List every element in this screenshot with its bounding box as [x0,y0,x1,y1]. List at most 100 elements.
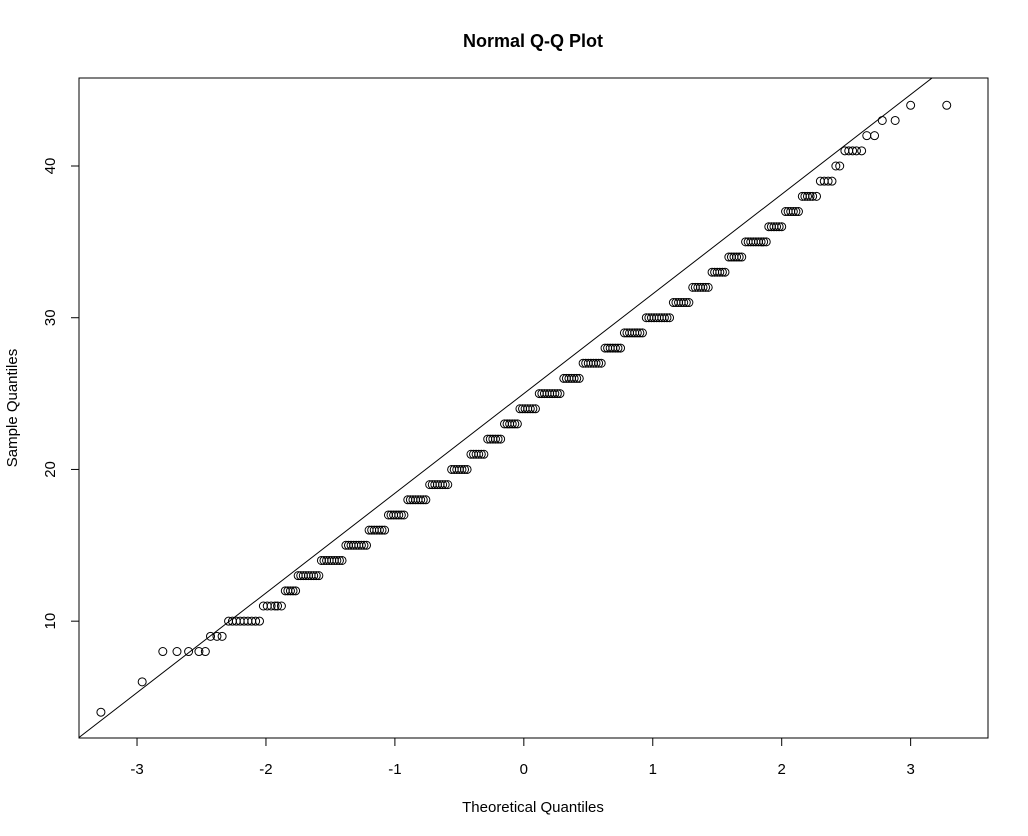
data-point [137,677,147,687]
data-point [359,540,369,550]
data-point [737,252,747,262]
data-point [835,161,845,171]
data-point [698,282,708,292]
data-point [525,404,535,414]
data-point [200,647,210,657]
data-point [777,222,787,232]
data-point [877,115,887,125]
data-point [732,252,742,262]
data-point [808,191,818,201]
x-tick-label: -3 [130,761,143,778]
data-point [720,267,730,277]
data-point [311,571,321,581]
data-point [659,313,669,323]
data-point [851,146,861,156]
data-point [457,464,467,474]
data-point [332,555,342,565]
data-point [805,191,815,201]
data-point [715,267,725,277]
data-point [362,540,372,550]
data-point [462,464,472,474]
data-point [530,404,540,414]
data-point [788,207,798,217]
data-point [285,586,295,596]
data-point [734,252,744,262]
y-tick-label: 10 [42,613,59,630]
data-point [288,586,298,596]
x-tick-label: -1 [388,761,401,778]
data-point [507,419,517,429]
data-point [337,555,347,565]
data-point [421,495,431,505]
y-tick-label: 20 [42,461,59,478]
data-point [493,434,503,444]
data-point [251,616,261,626]
data-point [831,161,841,171]
data-point [812,191,822,201]
data-point [96,707,106,717]
data-point [610,343,620,353]
data-point [613,343,623,353]
data-point [550,389,560,399]
x-axis: -3 -2 -1 0 1 2 3 [130,738,915,778]
data-point [443,480,453,490]
data-point [756,237,766,247]
data-point [255,616,265,626]
data-point [266,601,276,611]
data-point [862,131,872,141]
data-point [184,647,194,657]
data-point [684,298,694,308]
data-point [394,510,404,520]
data-point [793,207,803,217]
data-point [857,146,867,156]
data-point [217,631,227,641]
data-point [701,282,711,292]
data-point [552,389,562,399]
reference-line [79,78,933,738]
data-point [679,298,689,308]
data-point [759,237,769,247]
data-point [616,343,626,353]
data-point [890,115,900,125]
x-tick-label: 2 [778,761,786,778]
data-point [418,495,428,505]
data-point [717,267,727,277]
data-point [942,100,952,110]
data-point [572,373,582,383]
data-point [396,510,406,520]
data-point [596,358,606,368]
data-point [276,601,286,611]
data-point [377,525,387,535]
data-point [273,601,283,611]
data-point [774,222,784,232]
data-point [791,207,801,217]
data-point [476,449,486,459]
data-point [474,449,484,459]
data-point [703,282,713,292]
plot-frame [78,77,989,739]
data-point [665,313,675,323]
data-point [172,647,182,657]
data-point [212,631,222,641]
data-point [314,571,324,581]
data-point [374,525,384,535]
data-point [823,176,833,186]
y-axis-label: Sample Quantiles [4,349,21,467]
data-point [380,525,390,535]
data-point [555,389,565,399]
data-point [510,419,520,429]
data-point [194,647,204,657]
data-point [512,419,522,429]
data-point [802,191,812,201]
data-point [334,555,344,565]
data-point [440,480,450,490]
data-point [870,131,880,141]
x-tick-label: 1 [649,761,657,778]
data-point [496,434,506,444]
data-point [309,571,319,581]
data-point [591,358,601,368]
data-point [848,146,858,156]
y-tick-label: 40 [42,158,59,175]
data-point [681,298,691,308]
